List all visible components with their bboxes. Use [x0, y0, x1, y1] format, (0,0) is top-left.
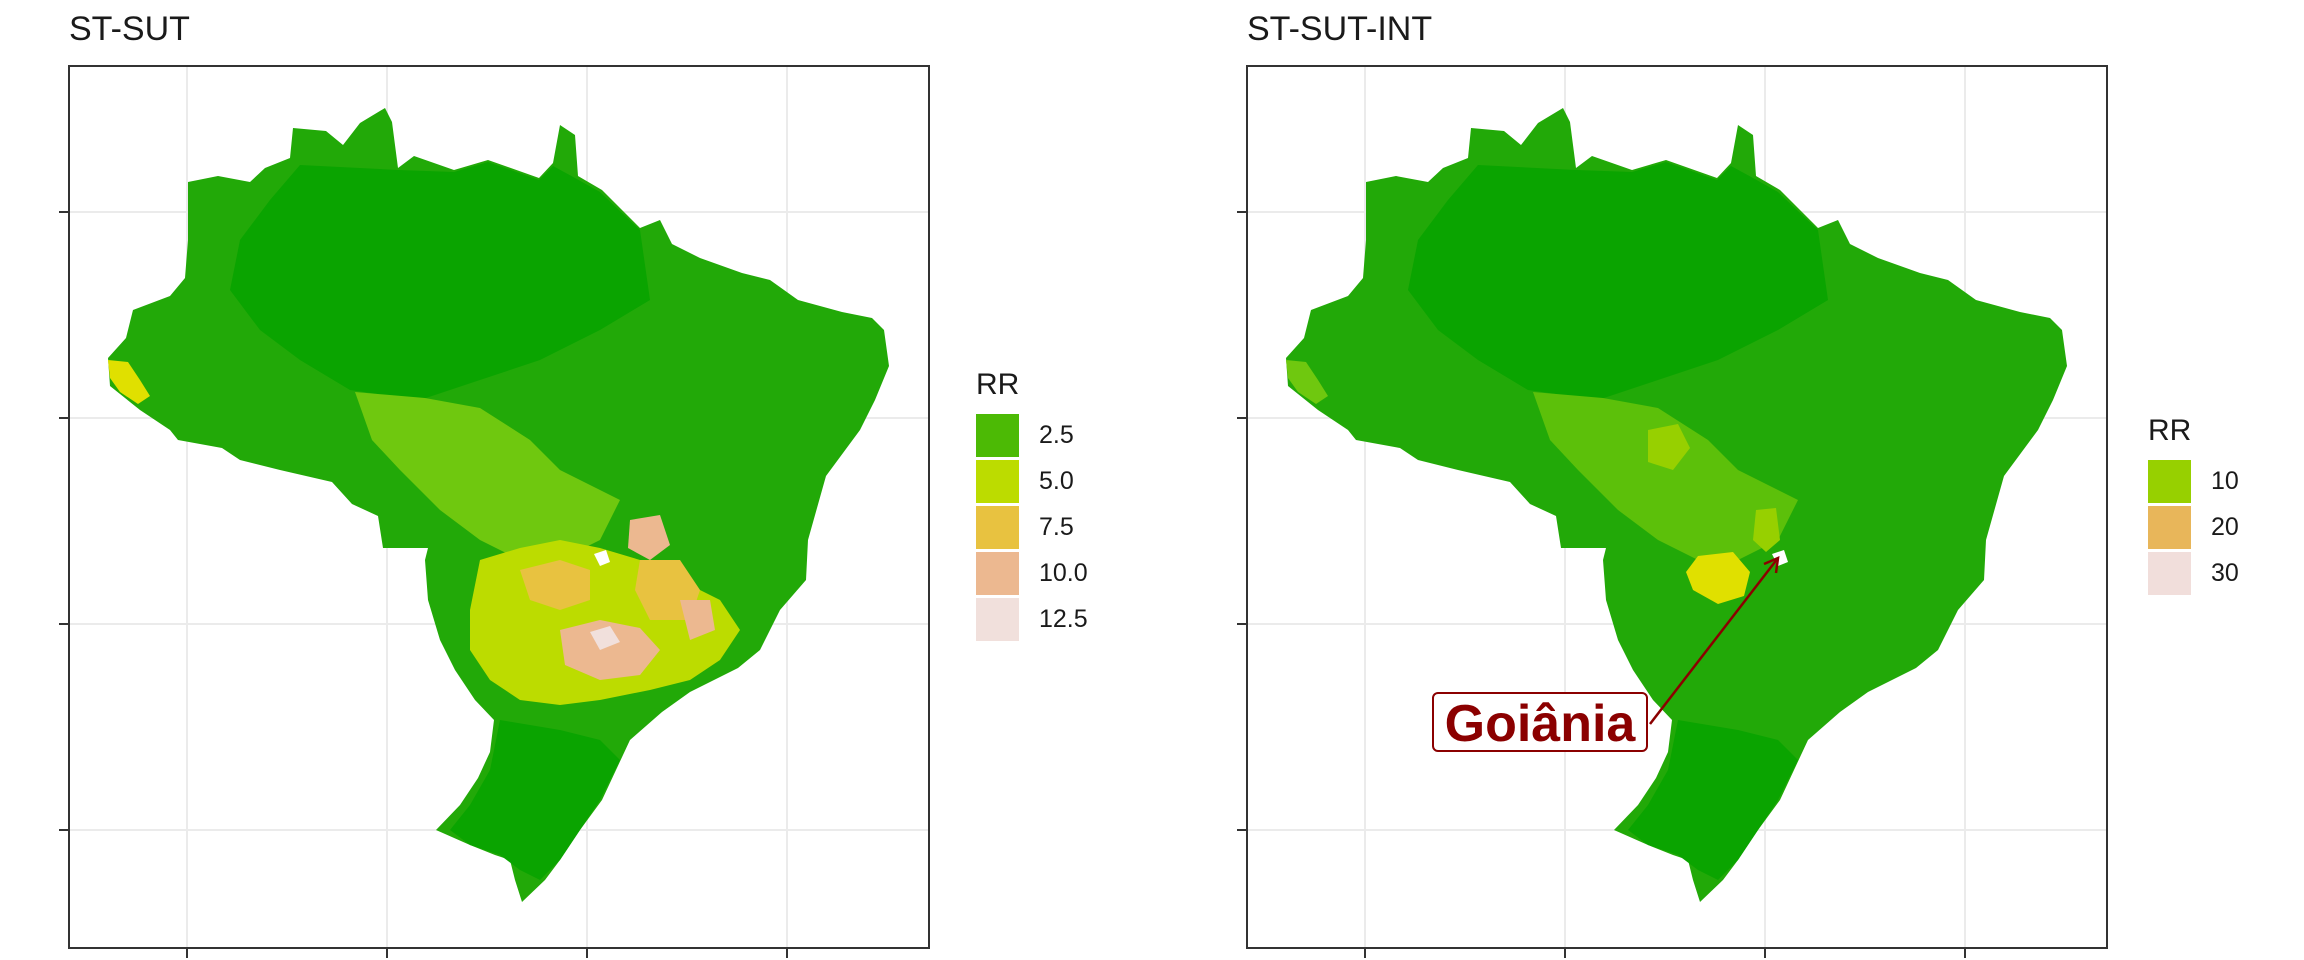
goiania-label: Goiânia [1432, 692, 1648, 753]
legend-swatch [2148, 459, 2191, 503]
legend-item: 10.0 [976, 550, 1088, 596]
legend-label: 10.0 [1039, 558, 1088, 587]
region-goias-yellow [1686, 552, 1750, 604]
legend-item: 5.0 [976, 458, 1088, 504]
panel-st-sut: ST-SUT [0, 0, 1150, 960]
legend-item: 10 [2148, 458, 2239, 504]
map-plot [1237, 65, 2108, 958]
legend-label: 5.0 [1039, 466, 1074, 495]
legend-item: 7.5 [976, 504, 1088, 550]
region-pale [590, 626, 620, 650]
legend: RR 2.5 5.0 7.5 10.0 12.5 [976, 368, 1088, 642]
legend-swatch [2148, 505, 2191, 549]
region-south-dark [1628, 720, 1798, 880]
legend-swatch [976, 413, 1019, 457]
legend-label: 30 [2211, 558, 2239, 587]
axis-ticks [59, 211, 788, 958]
region-peach-3 [680, 600, 715, 640]
legend-swatch [2148, 551, 2191, 595]
legend-swatch [976, 505, 1019, 549]
plot-frame [1246, 65, 2108, 949]
region-goias-green [1753, 508, 1780, 552]
region-center-light [355, 392, 620, 560]
legend-item: 30 [2148, 550, 2239, 596]
region-acre-light [1286, 360, 1328, 404]
legend-label: 10 [2211, 466, 2239, 495]
brazil-map [108, 108, 889, 902]
legend-label: 2.5 [1039, 420, 1074, 449]
legend-swatch [976, 459, 1019, 503]
region-north-dark [230, 162, 650, 400]
goiania-marker [594, 550, 610, 566]
region-light-green-patch [1648, 424, 1690, 470]
region-center-light [1533, 392, 1798, 560]
region-peach-2 [628, 515, 670, 560]
region-south-dark [450, 720, 620, 880]
region-north-dark [1408, 162, 1828, 400]
legend-label: 12.5 [1039, 604, 1088, 633]
legend-title: RR [2148, 414, 2192, 447]
legend-swatch [976, 597, 1019, 641]
plot-frame [68, 65, 930, 949]
region-acre-yellow [108, 360, 150, 404]
goiania-arrow [1649, 555, 1780, 725]
region-orange-1 [520, 560, 590, 610]
axis-ticks [1237, 211, 1966, 958]
map-plot [59, 65, 930, 958]
legend-item: 20 [2148, 504, 2239, 550]
legend-label: 7.5 [1039, 512, 1074, 541]
region-peach-1 [560, 620, 660, 680]
panel-title: ST-SUT [69, 10, 190, 48]
legend-item: 12.5 [976, 596, 1088, 642]
legend-item: 2.5 [976, 412, 1088, 458]
panel-title: ST-SUT-INT [1247, 10, 1433, 48]
legend-label: 20 [2211, 512, 2239, 541]
legend: RR 10 20 30 [2148, 414, 2239, 596]
brazil-map [1286, 108, 2067, 902]
legend-swatch [976, 551, 1019, 595]
legend-title: RR [976, 368, 1020, 401]
panel-st-sut-int: ST-SUT-INT [1178, 0, 2304, 960]
